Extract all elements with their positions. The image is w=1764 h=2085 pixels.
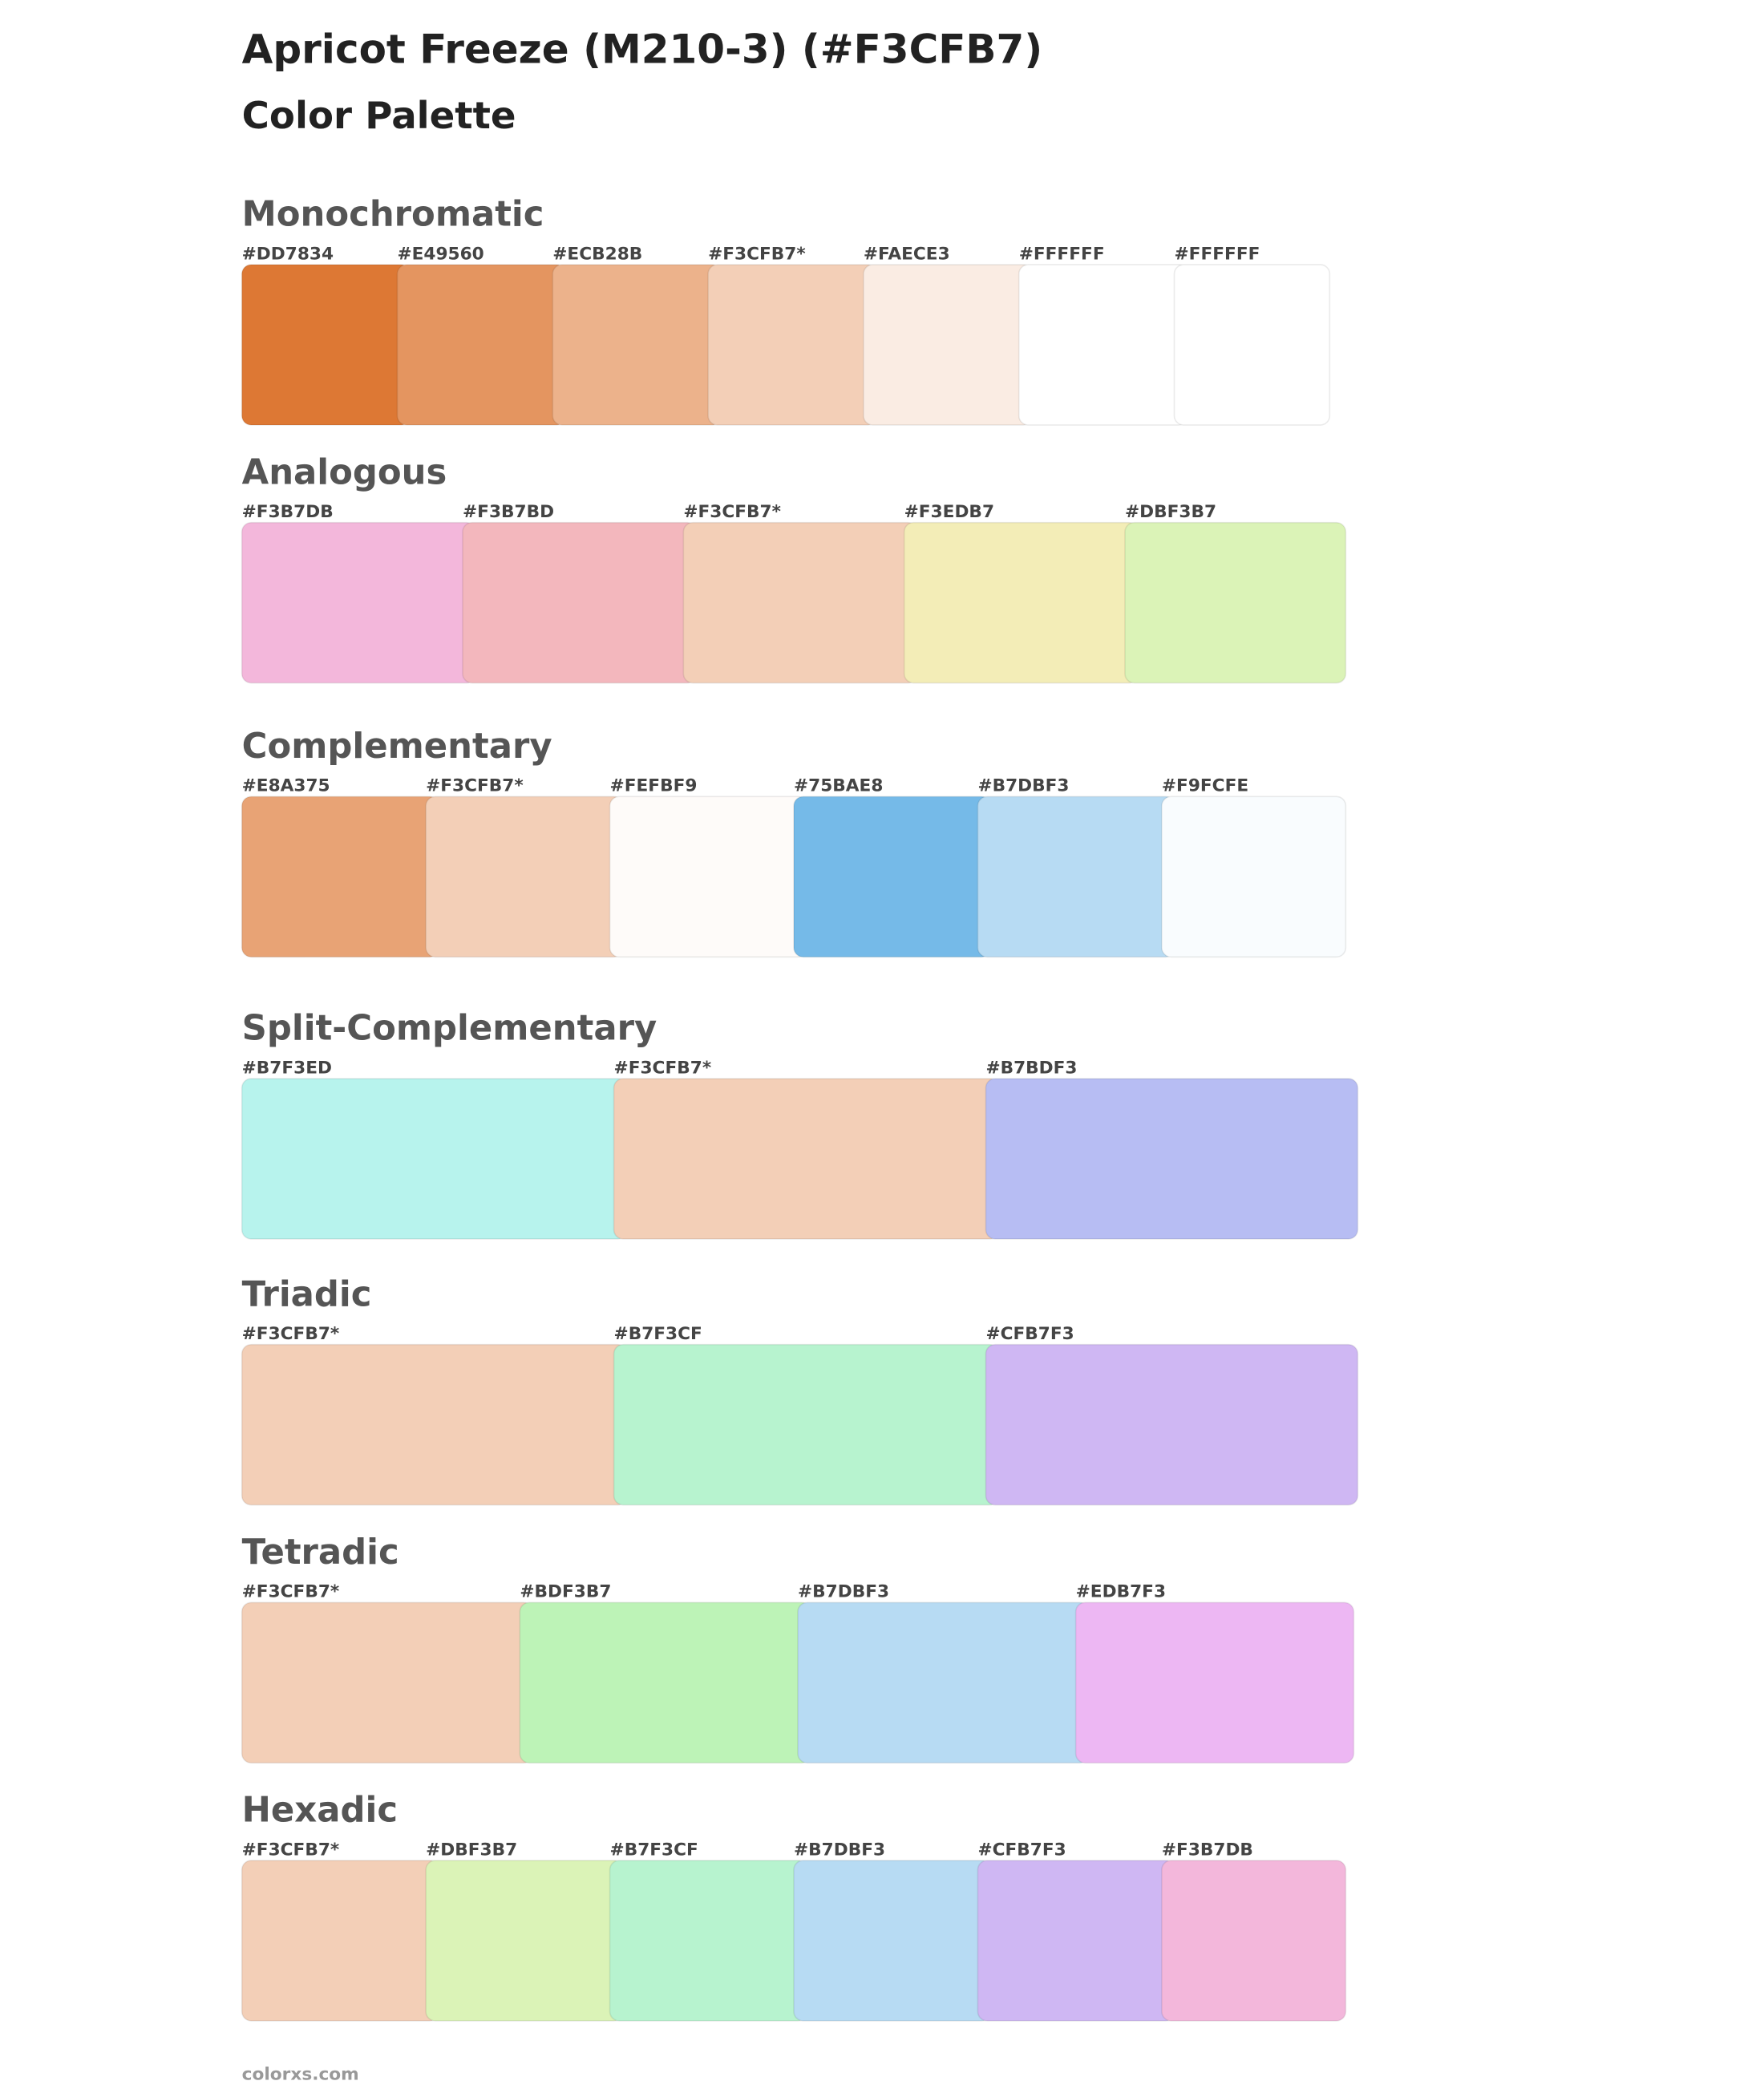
swatch-label: #F3CFB7* (426, 776, 524, 796)
swatch-label: #B7BDF3 (985, 1058, 1077, 1078)
swatch (462, 521, 698, 684)
swatch (977, 796, 1176, 958)
swatch-label: #B7F3ED (242, 1058, 332, 1078)
swatch (519, 1601, 812, 1764)
swatch (396, 264, 567, 426)
swatch-label: #B7DBF3 (794, 1840, 885, 1860)
swatch (1074, 1601, 1355, 1764)
swatch-label: #E49560 (397, 244, 483, 264)
swatch (793, 1860, 992, 2022)
swatch (1124, 521, 1347, 684)
swatch (793, 796, 992, 958)
swatch (985, 1343, 1359, 1506)
swatch-label: #75BAE8 (794, 776, 883, 796)
swatch (797, 1601, 1090, 1764)
swatch-label: #F3B7DB (1162, 1840, 1253, 1860)
section-heading: Monochromatic (242, 195, 544, 235)
swatch-label: #FEFBF9 (610, 776, 698, 796)
swatch-label: #FFFFFF (1019, 244, 1105, 264)
section-heading: Analogous (242, 452, 447, 492)
swatch (425, 1860, 625, 2022)
swatch (552, 264, 722, 426)
swatch-label: #F3CFB7* (242, 1324, 340, 1344)
title: Apricot Freeze (M210-3) (#F3CFB7) (242, 26, 1043, 72)
swatch-label: #B7F3CF (614, 1324, 702, 1344)
swatch-label: #B7DBF3 (798, 1582, 889, 1602)
swatch (241, 1601, 534, 1764)
swatch (425, 796, 625, 958)
section-heading: Split-Complementary (242, 1009, 657, 1049)
swatch (1161, 1860, 1347, 2022)
swatch (682, 521, 919, 684)
swatch-label: #F3CFB7* (614, 1058, 712, 1078)
swatch (613, 1078, 1000, 1240)
swatch-label: #F3CFB7* (242, 1582, 340, 1602)
swatch-label: #ECB28B (552, 244, 642, 264)
swatch-label: #FFFFFF (1175, 244, 1260, 264)
swatch (241, 1860, 440, 2022)
swatch-label: #BDF3B7 (520, 1582, 611, 1602)
swatch-label: #F3CFB7* (708, 244, 806, 264)
swatch-label: #CFB7F3 (977, 1840, 1066, 1860)
swatch-label: #B7F3CF (610, 1840, 698, 1860)
subtitle: Color Palette (242, 95, 516, 138)
swatch (241, 264, 411, 426)
swatch-label: #F3B7BD (463, 502, 554, 522)
swatch-label: #DBF3B7 (426, 1840, 517, 1860)
swatch (609, 796, 808, 958)
swatch-label: #F3CFB7* (242, 1840, 340, 1860)
swatch (985, 1078, 1359, 1240)
swatch (241, 1078, 629, 1240)
swatch-label: #E8A375 (242, 776, 330, 796)
swatch-label: #B7DBF3 (977, 776, 1069, 796)
swatch (1018, 264, 1189, 426)
swatch-label: #CFB7F3 (985, 1324, 1074, 1344)
swatch (1173, 264, 1331, 426)
swatch (977, 1860, 1176, 2022)
swatch-label: #DBF3B7 (1125, 502, 1216, 522)
swatch-label: #F3B7DB (242, 502, 334, 522)
footer: colorxs.com (242, 2064, 359, 2084)
swatch-label: #EDB7F3 (1076, 1582, 1166, 1602)
swatch (609, 1860, 808, 2022)
swatch-label: #FAECE3 (864, 244, 950, 264)
swatch-label: #F3EDB7 (904, 502, 994, 522)
swatch-label: #DD7834 (242, 244, 334, 264)
swatch (241, 521, 477, 684)
swatch (707, 264, 878, 426)
swatch (613, 1343, 1000, 1506)
section-heading: Hexadic (242, 1791, 398, 1831)
swatch (241, 796, 440, 958)
section-heading: Triadic (242, 1274, 372, 1314)
section-heading: Complementary (242, 727, 552, 767)
swatch-label: #F9FCFE (1162, 776, 1248, 796)
swatch (1161, 796, 1347, 958)
swatch-label: #F3CFB7* (683, 502, 781, 522)
section-heading: Tetradic (242, 1532, 399, 1573)
swatch (903, 521, 1139, 684)
swatch (241, 1343, 629, 1506)
swatch (863, 264, 1034, 426)
